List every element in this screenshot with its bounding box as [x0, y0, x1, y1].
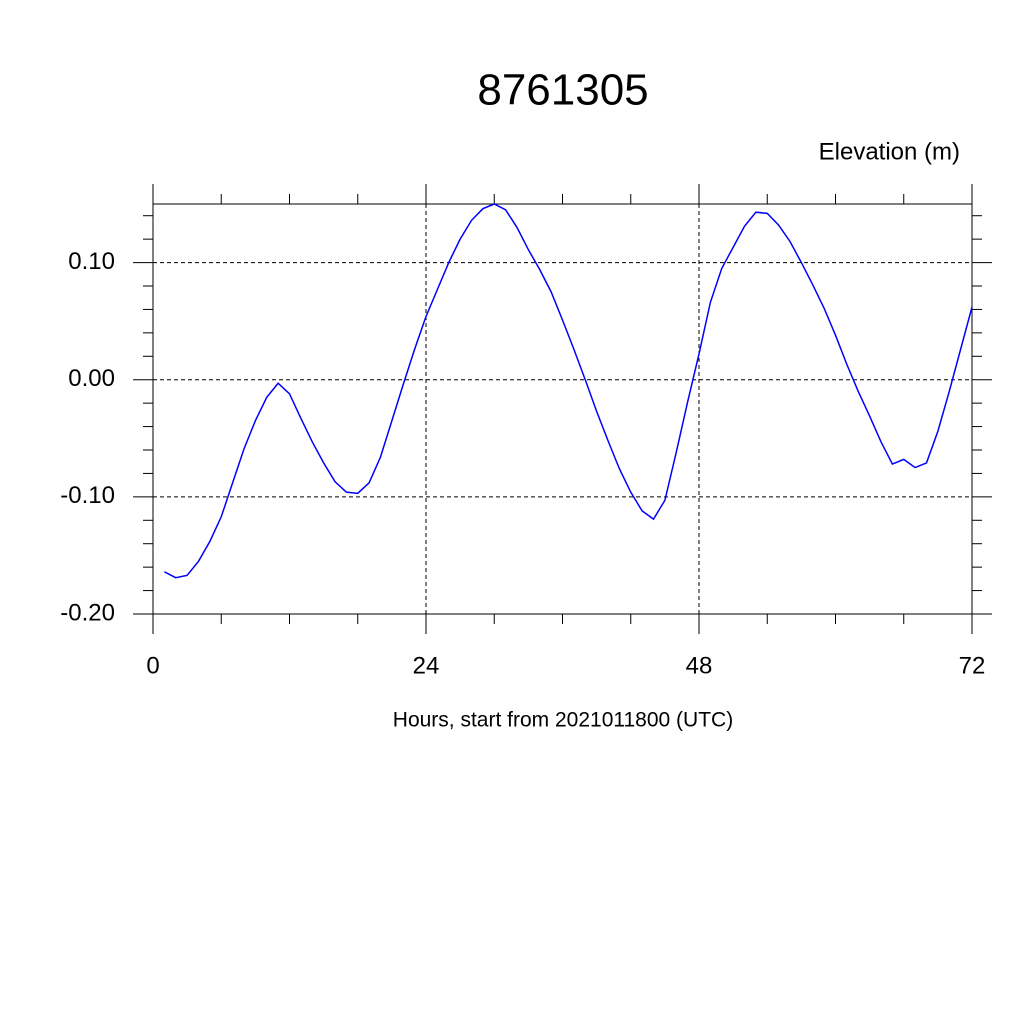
y-axis-label: Elevation (m): [819, 138, 960, 165]
data-line: [164, 203, 973, 579]
x-tick-label: 0: [146, 652, 159, 679]
x-tick-label: 72: [959, 652, 986, 679]
x-tick-label: 48: [686, 652, 713, 679]
y-tick-label: -0.10: [60, 482, 115, 509]
y-tick-label: 0.00: [68, 365, 115, 392]
y-tick-label: 0.10: [68, 248, 115, 275]
y-tick-label: -0.20: [60, 599, 115, 626]
x-axis-label: Hours, start from 2021011800 (UTC): [393, 709, 733, 732]
chart-title: 8761305: [477, 66, 648, 115]
x-tick-label: 24: [413, 652, 440, 679]
